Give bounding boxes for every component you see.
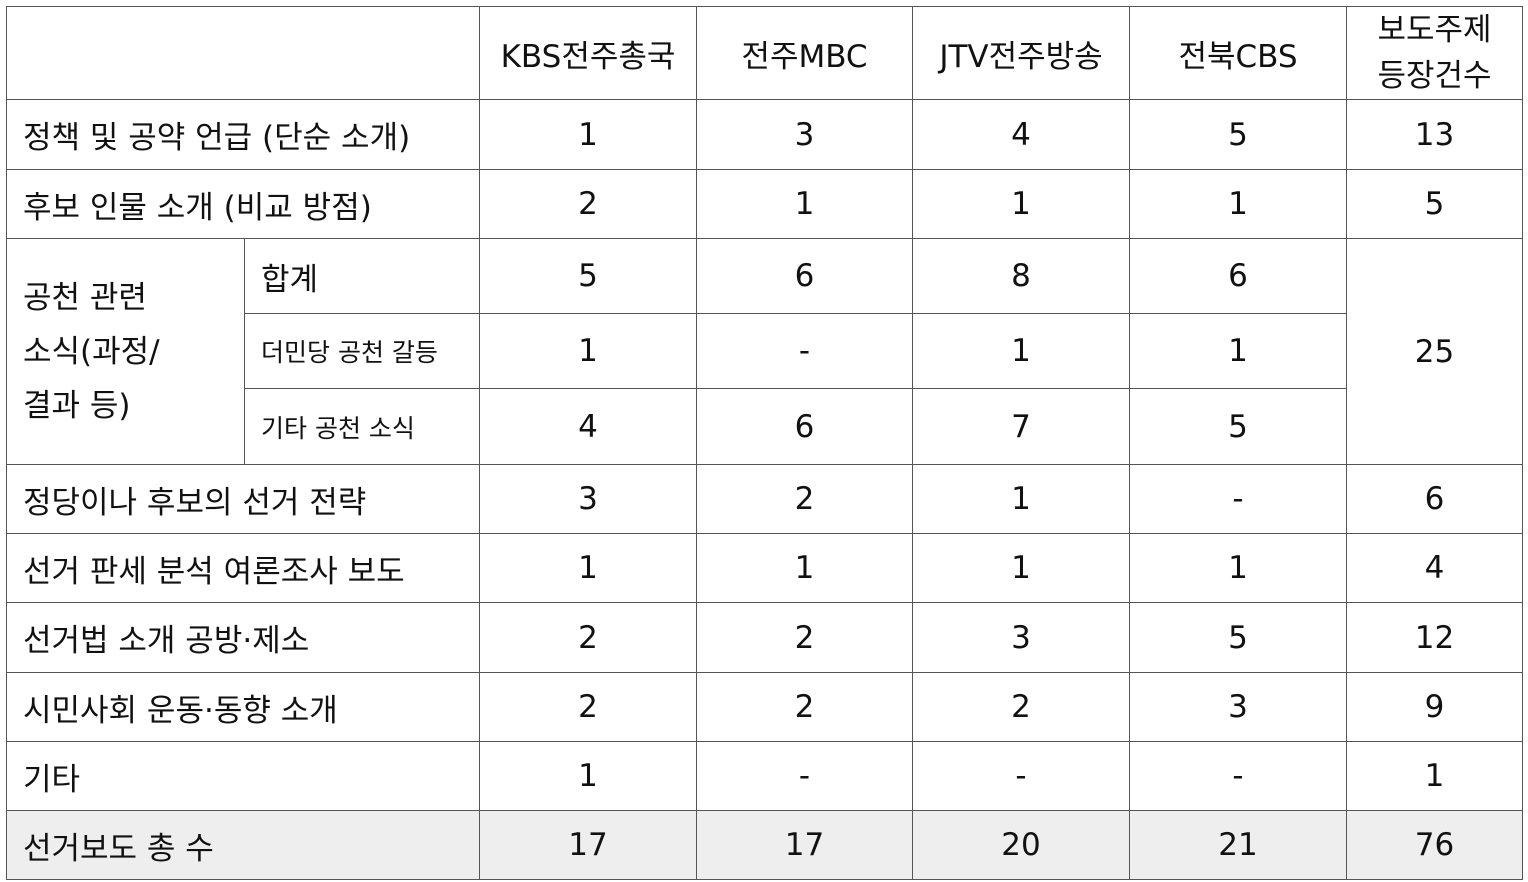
row-label: 정책 및 공약 언급 (단순 소개) (6, 99, 480, 170)
cell: 2 (696, 602, 913, 673)
group-label-line: 공천 관련 (23, 279, 147, 316)
header-empty-cell (6, 6, 480, 100)
cell: 1 (912, 169, 1130, 239)
cell: 5 (1129, 99, 1347, 170)
row-label: 후보 인물 소개 (비교 방점) (6, 169, 480, 239)
cell: 5 (1129, 602, 1347, 673)
header-total-line2: 등장건수 (1377, 58, 1492, 94)
total-row-label: 선거보도 총 수 (6, 810, 480, 880)
header-total-line1: 보도주제 (1377, 12, 1492, 48)
cell: 4 (479, 388, 697, 465)
table-row: 더민당 공천 갈등 1 - 1 1 (7, 313, 1523, 389)
cell: 2 (696, 672, 913, 742)
cell: 8 (912, 238, 1130, 314)
cell: 6 (696, 388, 913, 465)
cell: 1 (912, 313, 1130, 389)
sub-row-label: 더민당 공천 갈등 (244, 313, 480, 389)
row-label: 선거 판세 분석 여론조사 보도 (6, 533, 480, 603)
header-mbc: 전주MBC (696, 6, 913, 100)
row-label: 기타 (6, 741, 480, 811)
group-label-line: 결과 등) (23, 387, 131, 424)
cell: 5 (479, 238, 697, 314)
cell: 4 (1346, 533, 1523, 603)
cell: - (1129, 741, 1347, 811)
cell: 3 (1129, 672, 1347, 742)
row-label: 정당이나 후보의 선거 전략 (6, 464, 480, 534)
cell: 1 (479, 99, 697, 170)
table-row: 정책 및 공약 언급 (단순 소개) 1 3 4 5 13 (6, 99, 1523, 170)
row-label: 선거법 소개 공방·제소 (6, 602, 480, 673)
cell: 1 (1129, 169, 1347, 239)
cell: 4 (912, 99, 1130, 170)
cell: - (696, 741, 913, 811)
cell: 13 (1346, 99, 1523, 170)
cell: 2 (479, 672, 697, 742)
cell: 20 (912, 810, 1130, 880)
cell: - (912, 741, 1130, 811)
cell: 2 (696, 464, 913, 534)
header-cbs: 전북CBS (1129, 6, 1347, 100)
cell: 3 (912, 602, 1130, 673)
cell: 6 (696, 238, 913, 314)
cell: 1 (912, 464, 1130, 534)
cell: 1 (1346, 741, 1523, 811)
cell: 3 (696, 99, 913, 170)
cell: 1 (1129, 313, 1347, 389)
cell: - (696, 313, 913, 389)
group-total: 25 (1346, 238, 1523, 465)
cell: 1 (1129, 533, 1347, 603)
cell: 5 (1346, 169, 1523, 239)
table-row: 시민사회 운동·동향 소개 2 2 2 3 9 (6, 672, 1523, 742)
sub-row-label: 기타 공천 소식 (244, 388, 480, 465)
cell: 9 (1346, 672, 1523, 742)
cell: 1 (696, 533, 913, 603)
table-row: 선거법 소개 공방·제소 2 2 3 5 12 (6, 602, 1523, 673)
cell: 3 (479, 464, 697, 534)
group-label-line: 소식(과정/ (23, 333, 160, 370)
table-row: 기타 공천 소식 4 6 7 5 (7, 388, 1523, 465)
header-jtv: JTV전주방송 (912, 6, 1130, 100)
cell: 1 (696, 169, 913, 239)
sub-row-label: 합계 (244, 238, 480, 314)
cell: 2 (479, 602, 697, 673)
cell: 6 (1129, 238, 1347, 314)
cell: 1 (479, 533, 697, 603)
table-row: 후보 인물 소개 (비교 방점) 2 1 1 1 5 (6, 169, 1523, 239)
total-row: 선거보도 총 수 17 17 20 21 76 (6, 810, 1523, 880)
cell: 76 (1346, 810, 1523, 880)
cell: 7 (912, 388, 1130, 465)
cell: - (1129, 464, 1347, 534)
cell: 1 (912, 533, 1130, 603)
cell: 12 (1346, 602, 1523, 673)
cell: 21 (1129, 810, 1347, 880)
cell: 1 (479, 313, 697, 389)
header-kbs: KBS전주총국 (479, 6, 697, 100)
cell: 1 (479, 741, 697, 811)
table-row: 선거 판세 분석 여론조사 보도 1 1 1 1 4 (6, 533, 1523, 603)
row-label: 시민사회 운동·동향 소개 (6, 672, 480, 742)
cell: 17 (479, 810, 697, 880)
cell: 2 (479, 169, 697, 239)
cell: 6 (1346, 464, 1523, 534)
cell: 2 (912, 672, 1130, 742)
table-row: 정당이나 후보의 선거 전략 3 2 1 - 6 (6, 464, 1523, 534)
cell: 5 (1129, 388, 1347, 465)
table-row: 기타 1 - - - 1 (6, 741, 1523, 811)
cell: 17 (696, 810, 913, 880)
